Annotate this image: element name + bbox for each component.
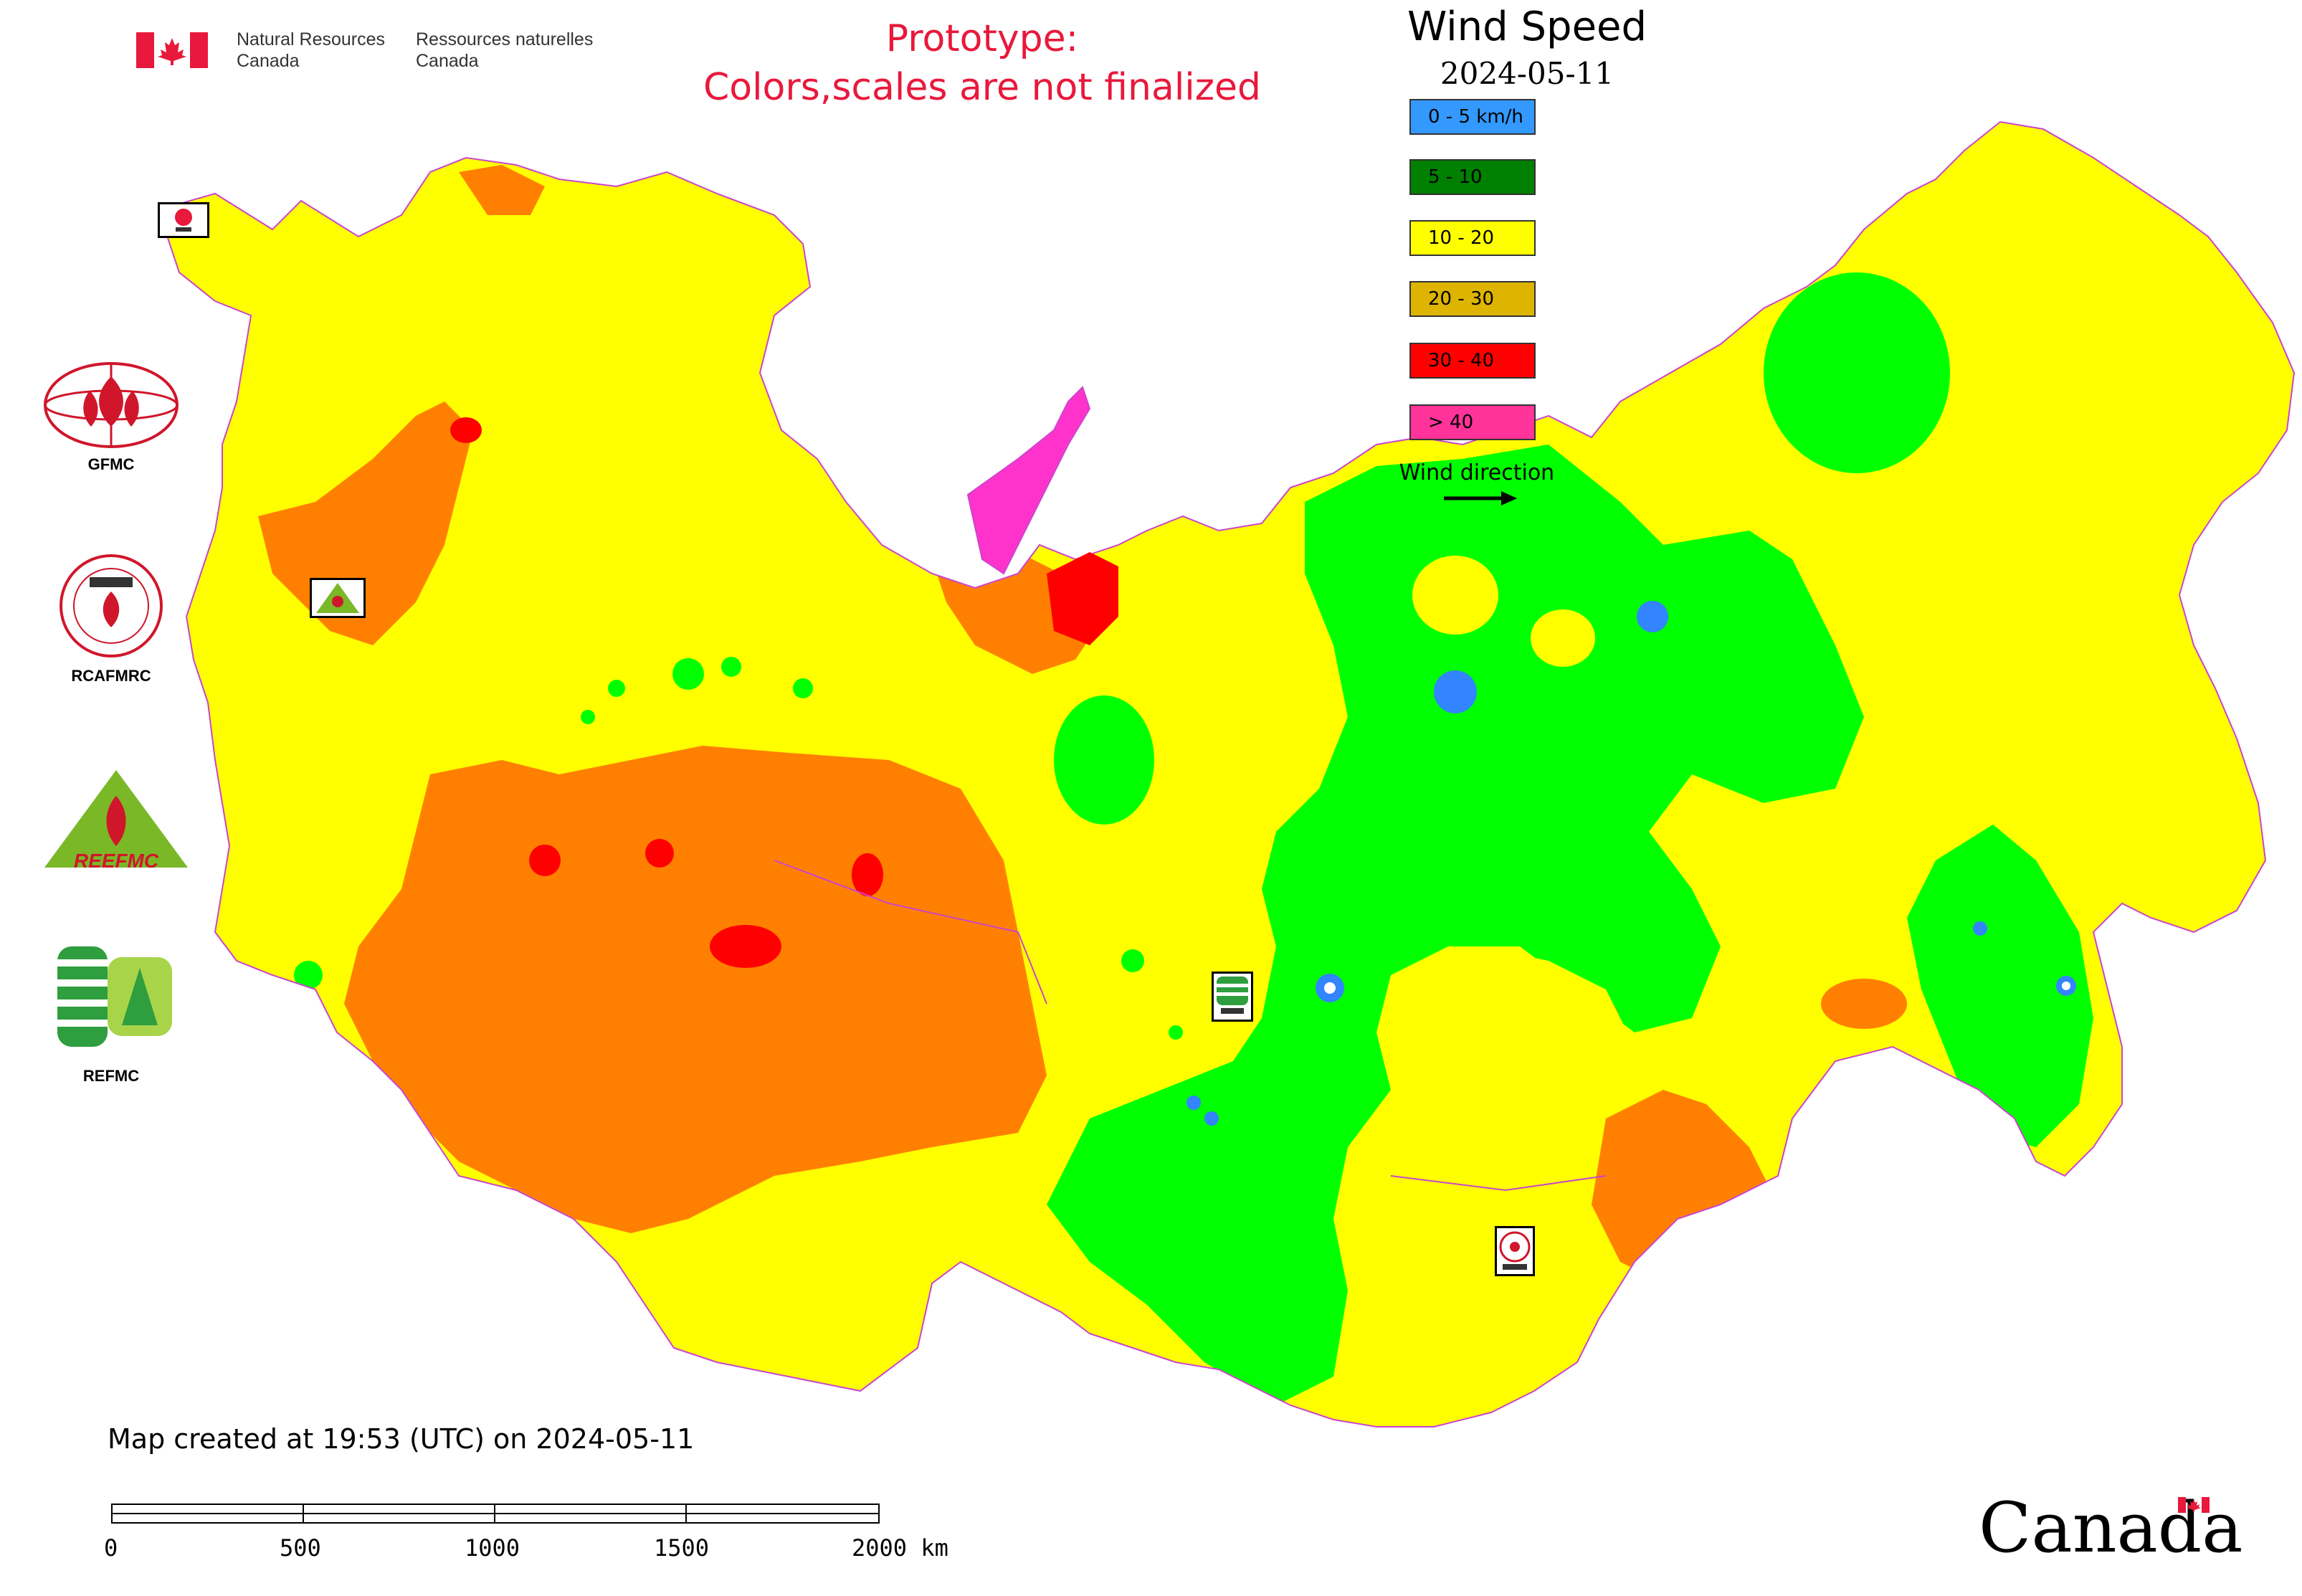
scale-tick-0: 0 — [104, 1534, 118, 1562]
gfmc-small-map-badge — [158, 202, 209, 238]
agency-name-fr: Ressources naturelles Canada — [416, 29, 594, 71]
gfmc-label: GFMC — [87, 455, 135, 473]
map-created-timestamp: Map created at 19:53 (UTC) on 2024-05-11 — [108, 1423, 695, 1455]
scale-tick-1000: 1000 — [465, 1534, 520, 1562]
rcafmrc-map-badge — [310, 578, 366, 618]
legend-title: Wind Speed — [1407, 4, 1647, 50]
prototype-notice: Prototype: Colors,scales are not finaliz… — [703, 17, 1262, 109]
legend-item-0-5: 0 - 5 km/h — [1409, 99, 1536, 135]
legend-date: 2024-05-11 — [1440, 56, 1614, 91]
scale-tick-2000: 2000 km — [852, 1534, 948, 1562]
canada-flag-logo — [136, 32, 208, 68]
scale-tick-1500: 1500 — [654, 1534, 710, 1562]
gfmc-logo — [39, 358, 183, 452]
legend-item-10-20: 10 - 20 — [1409, 220, 1536, 256]
wind-direction-arrow-icon — [1441, 488, 1520, 509]
canada-wordmark-flag-icon — [2178, 1497, 2210, 1513]
reefmc-logo: REEFMC — [37, 767, 195, 875]
refmc-map-badge — [1212, 972, 1253, 1022]
legend-item-5-10: 5 - 10 — [1409, 159, 1536, 195]
scale-bar — [111, 1504, 880, 1524]
scale-tick-500: 500 — [280, 1534, 321, 1562]
svg-text:REEFMC: REEFMC — [74, 850, 159, 872]
rcafmrc-map-badge-2 — [1495, 1226, 1535, 1276]
wind-direction-label: Wind direction — [1399, 460, 1555, 485]
agency-name-en: Natural Resources Canada — [237, 29, 386, 71]
legend-item-30-40: 30 - 40 — [1409, 343, 1536, 379]
refmc-logo — [57, 946, 172, 1047]
legend-item-over-40: > 40 — [1409, 404, 1536, 440]
rcafmrc-logo — [57, 552, 165, 660]
legend-item-20-30: 20 - 30 — [1409, 281, 1536, 317]
refmc-label: REFMC — [82, 1067, 140, 1085]
canada-wordmark: Canada — [1979, 1488, 2243, 1568]
rcafmrc-label: RCAFMRC — [71, 667, 151, 685]
